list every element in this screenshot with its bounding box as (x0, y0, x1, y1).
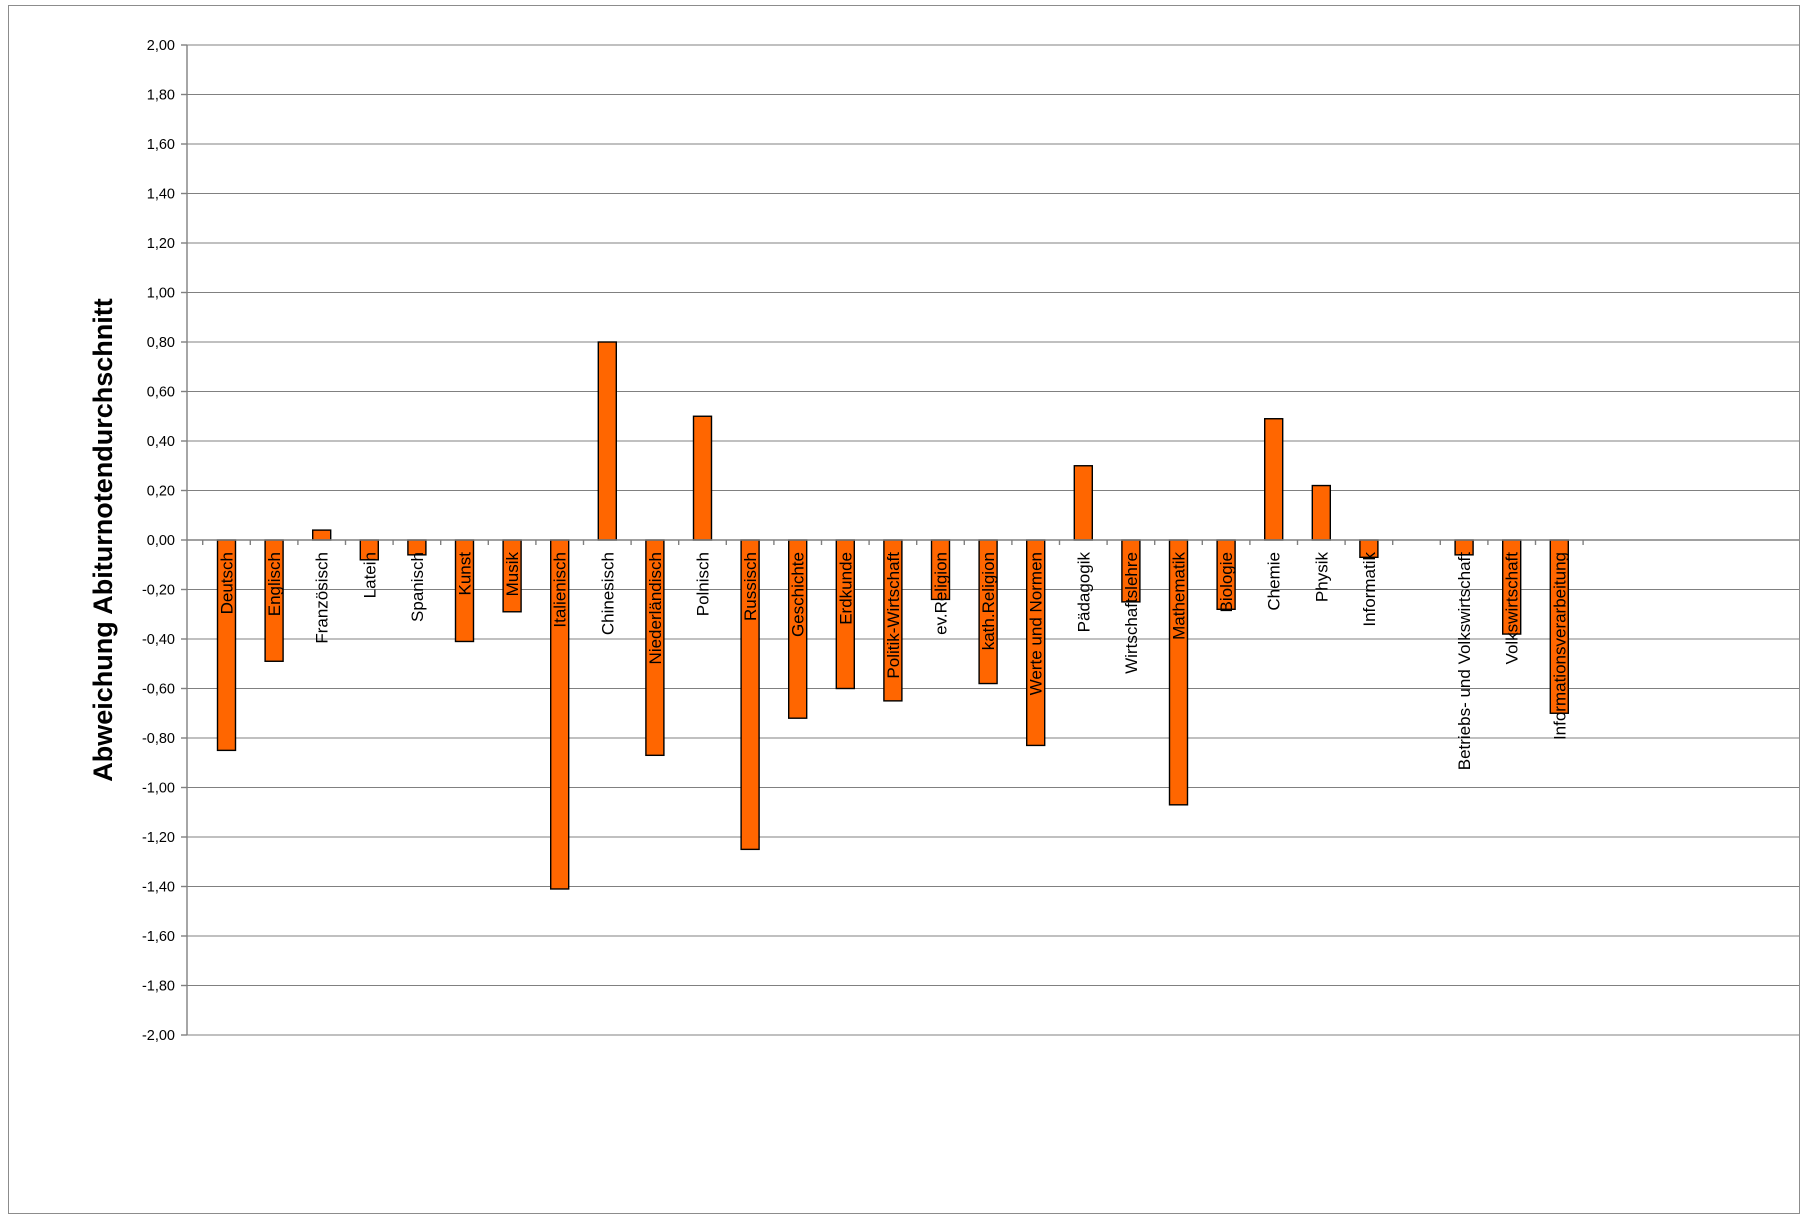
y-tick-label: -1,80 (142, 979, 175, 995)
category-label: Erdkunde (836, 552, 855, 625)
category-label: Chinesisch (598, 552, 617, 635)
category-label: Englisch (265, 552, 284, 616)
y-tick-label: 1,20 (147, 236, 175, 252)
y-axis-title: Abweichung Abiturnotendurchschnitt (88, 298, 118, 781)
category-label: Französisch (313, 552, 332, 644)
chart-frame: 2,00 1,80 1,60 1,40 1,20 1,00 0,80 0,60 0,40 0,20… (8, 5, 1800, 1214)
category-label: Pädagogik (1074, 552, 1093, 633)
category-label: Wirtschaftslehre (1122, 552, 1141, 674)
axis-layer (181, 44, 1799, 1036)
y-tick-label: -1,40 (142, 880, 175, 896)
category-label: Niederländisch (646, 552, 665, 664)
category-label: Kunst (456, 552, 475, 596)
y-tick-label: -1,60 (142, 929, 175, 945)
category-label: Spanisch (408, 552, 427, 622)
category-label: Italienisch (551, 552, 570, 628)
y-tick-label: 0,80 (147, 335, 175, 351)
y-tick-label: 1,00 (147, 286, 175, 302)
bar-Französisch (312, 529, 332, 541)
category-label: Geschichte (789, 552, 808, 637)
category-label: Polnisch (694, 552, 713, 616)
category-label: Mathematik (1170, 552, 1189, 640)
bar-Chemie (1263, 418, 1284, 541)
bar-Polnisch (692, 415, 713, 541)
bar-chart: 2,00 1,80 1,60 1,40 1,20 1,00 0,80 0,60 0,40 0,20… (88, 38, 1799, 1044)
y-tick-label: 0,20 (147, 484, 175, 500)
category-label: Physik (1312, 552, 1331, 603)
y-tick-label: -2,00 (142, 1028, 175, 1044)
category-label: ev.Religion (932, 552, 951, 635)
y-tick-label: -0,20 (142, 583, 175, 599)
category-label: Musik (503, 552, 522, 597)
category-label: Volkswirtschaft (1503, 552, 1522, 665)
label-layer: 2,00 1,80 1,60 1,40 1,20 1,00 0,80 0,60 0,40 0,20… (142, 38, 1569, 1044)
y-tick-label: 1,80 (147, 88, 175, 104)
category-label: kath.Religion (979, 552, 998, 650)
y-tick-label: -0,60 (142, 682, 175, 698)
bar-Pädagogik (1073, 465, 1094, 541)
bar-Physik (1311, 484, 1332, 541)
category-label: Latein (360, 552, 379, 598)
category-label: Informatik (1360, 552, 1379, 627)
category-label: Biologie (1217, 552, 1236, 613)
y-tick-label: 0,60 (147, 385, 175, 401)
category-label: Deutsch (218, 552, 237, 614)
category-label: Russisch (741, 552, 760, 621)
category-label: Chemie (1265, 552, 1284, 611)
y-tick-label: 0,40 (147, 434, 175, 450)
y-tick-label: -1,00 (142, 781, 175, 797)
y-tick-label: 1,40 (147, 187, 175, 203)
category-label: Betriebs- und Volkswirtschaft (1455, 552, 1474, 771)
bar-layer (216, 341, 1570, 890)
bar-Chinesisch (597, 341, 617, 541)
y-tick-label: -0,40 (142, 632, 175, 648)
y-tick-label: 0,00 (147, 533, 175, 549)
y-tick-label: -1,20 (142, 830, 175, 846)
category-label: Politik-Wirtschaft (884, 552, 903, 679)
y-tick-label: 2,00 (147, 38, 175, 54)
category-label: Informationsverarbeitung (1550, 552, 1569, 740)
y-tick-label: 1,60 (147, 137, 175, 153)
category-label: Werte und Normen (1027, 552, 1046, 695)
y-tick-label: -0,80 (142, 731, 175, 747)
